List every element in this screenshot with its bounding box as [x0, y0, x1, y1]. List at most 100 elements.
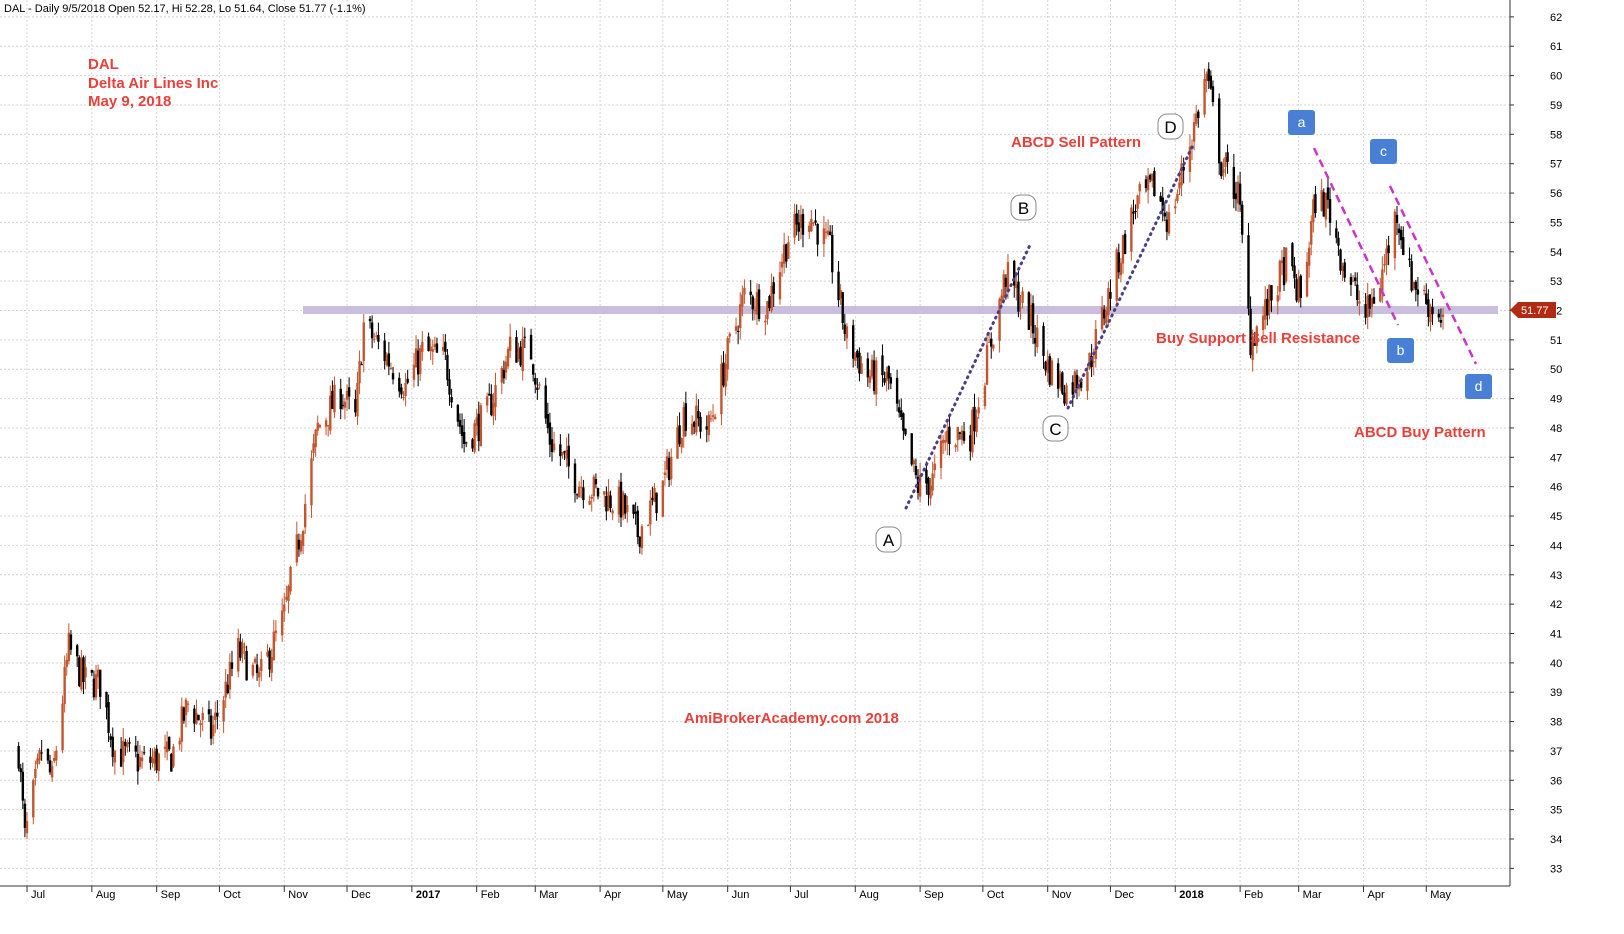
candle-body	[927, 477, 930, 496]
candle-body	[609, 495, 612, 508]
candle-body	[222, 700, 225, 722]
candle-body	[868, 375, 872, 383]
candle-body	[787, 242, 790, 259]
candle-body	[734, 326, 738, 331]
candle-body	[1387, 245, 1390, 254]
candle-body	[1414, 281, 1418, 290]
candle-body	[48, 760, 52, 773]
candle-body	[180, 706, 183, 742]
candle-body	[1130, 207, 1133, 252]
candle-body	[619, 481, 623, 518]
candle-body	[105, 691, 108, 708]
candle-body	[138, 757, 142, 768]
candle-body	[640, 526, 644, 549]
candle-body	[251, 664, 255, 676]
candle-body	[1222, 169, 1225, 174]
candle-body	[270, 656, 273, 673]
candle-body	[186, 703, 190, 705]
candle-body	[623, 495, 627, 514]
candle-body	[237, 637, 240, 672]
candle-body	[594, 479, 598, 485]
candle-body	[107, 702, 110, 733]
candle-body	[1339, 249, 1342, 271]
candle-body	[814, 220, 817, 223]
candle-body	[722, 362, 725, 386]
candle-body	[954, 445, 957, 448]
candle-body	[96, 669, 100, 678]
candle-body	[398, 377, 401, 392]
candle-body	[577, 486, 581, 498]
candle-body	[157, 753, 160, 772]
candle-body	[324, 420, 328, 427]
candle-body	[778, 272, 782, 300]
candle-body	[985, 344, 989, 385]
candle-body	[184, 699, 188, 716]
candle-body	[52, 757, 56, 761]
candle-body	[109, 736, 112, 740]
candle-body	[339, 388, 342, 410]
candle-body	[1370, 298, 1374, 307]
candle-body	[456, 404, 460, 422]
candle-body	[975, 417, 978, 432]
y-tick-label: 35	[1550, 805, 1562, 817]
candle-body	[1280, 260, 1284, 264]
candle-body	[1174, 206, 1177, 209]
candle-body	[1282, 257, 1286, 286]
candle-body	[780, 261, 784, 268]
candle-body	[209, 715, 213, 739]
candle-body	[611, 510, 614, 514]
candle-body	[944, 440, 947, 443]
candle-body	[36, 758, 39, 765]
candle-body	[1000, 295, 1003, 302]
candle-body	[289, 566, 292, 592]
candle-body	[1006, 262, 1010, 292]
candle-body	[1379, 288, 1382, 302]
candle-body	[1218, 98, 1221, 164]
candle-body	[1232, 166, 1236, 199]
candle-body	[983, 385, 987, 407]
candle-body	[1408, 258, 1411, 261]
candle-body	[1079, 381, 1083, 388]
candle-body	[1075, 374, 1079, 389]
y-tick-label: 36	[1550, 775, 1562, 787]
candle-body	[854, 353, 857, 361]
y-tick-label: 38	[1550, 717, 1562, 729]
candle-body	[1341, 265, 1344, 272]
candle-body	[442, 346, 445, 351]
candle-body	[458, 420, 462, 427]
candle-body	[1234, 193, 1238, 200]
candle-body	[887, 366, 890, 379]
candle-body	[1385, 248, 1388, 266]
candle-body	[1115, 249, 1118, 301]
candle-body	[122, 741, 125, 763]
x-tick-label: Dec	[1114, 889, 1134, 901]
candle-body	[962, 431, 966, 441]
candle-body	[1153, 170, 1156, 197]
candle-body	[621, 492, 625, 516]
candle-body	[1178, 182, 1181, 189]
x-tick-label: Feb	[1244, 889, 1263, 901]
candle-body	[1073, 371, 1077, 393]
candle-body	[607, 491, 610, 511]
y-tick-label: 46	[1550, 482, 1562, 494]
candle-body	[782, 244, 786, 264]
candle-body	[1314, 194, 1317, 214]
candle-body	[808, 225, 811, 233]
candle-body	[946, 430, 949, 443]
company-name: Delta Air Lines Inc	[88, 75, 218, 92]
candle-body	[676, 427, 679, 459]
candle-body	[707, 414, 711, 435]
candle-body	[1117, 252, 1121, 273]
sell-leg-cd	[1066, 143, 1195, 410]
candle-body	[1399, 230, 1403, 241]
candle-body	[941, 439, 945, 444]
candle-body	[755, 292, 759, 315]
candle-body	[1427, 299, 1430, 317]
candle-body	[1310, 221, 1313, 245]
candle-body	[580, 486, 583, 488]
candle-body	[502, 369, 506, 379]
candle-body	[38, 750, 41, 761]
candle-body	[40, 752, 43, 754]
candle-body	[1429, 306, 1432, 323]
